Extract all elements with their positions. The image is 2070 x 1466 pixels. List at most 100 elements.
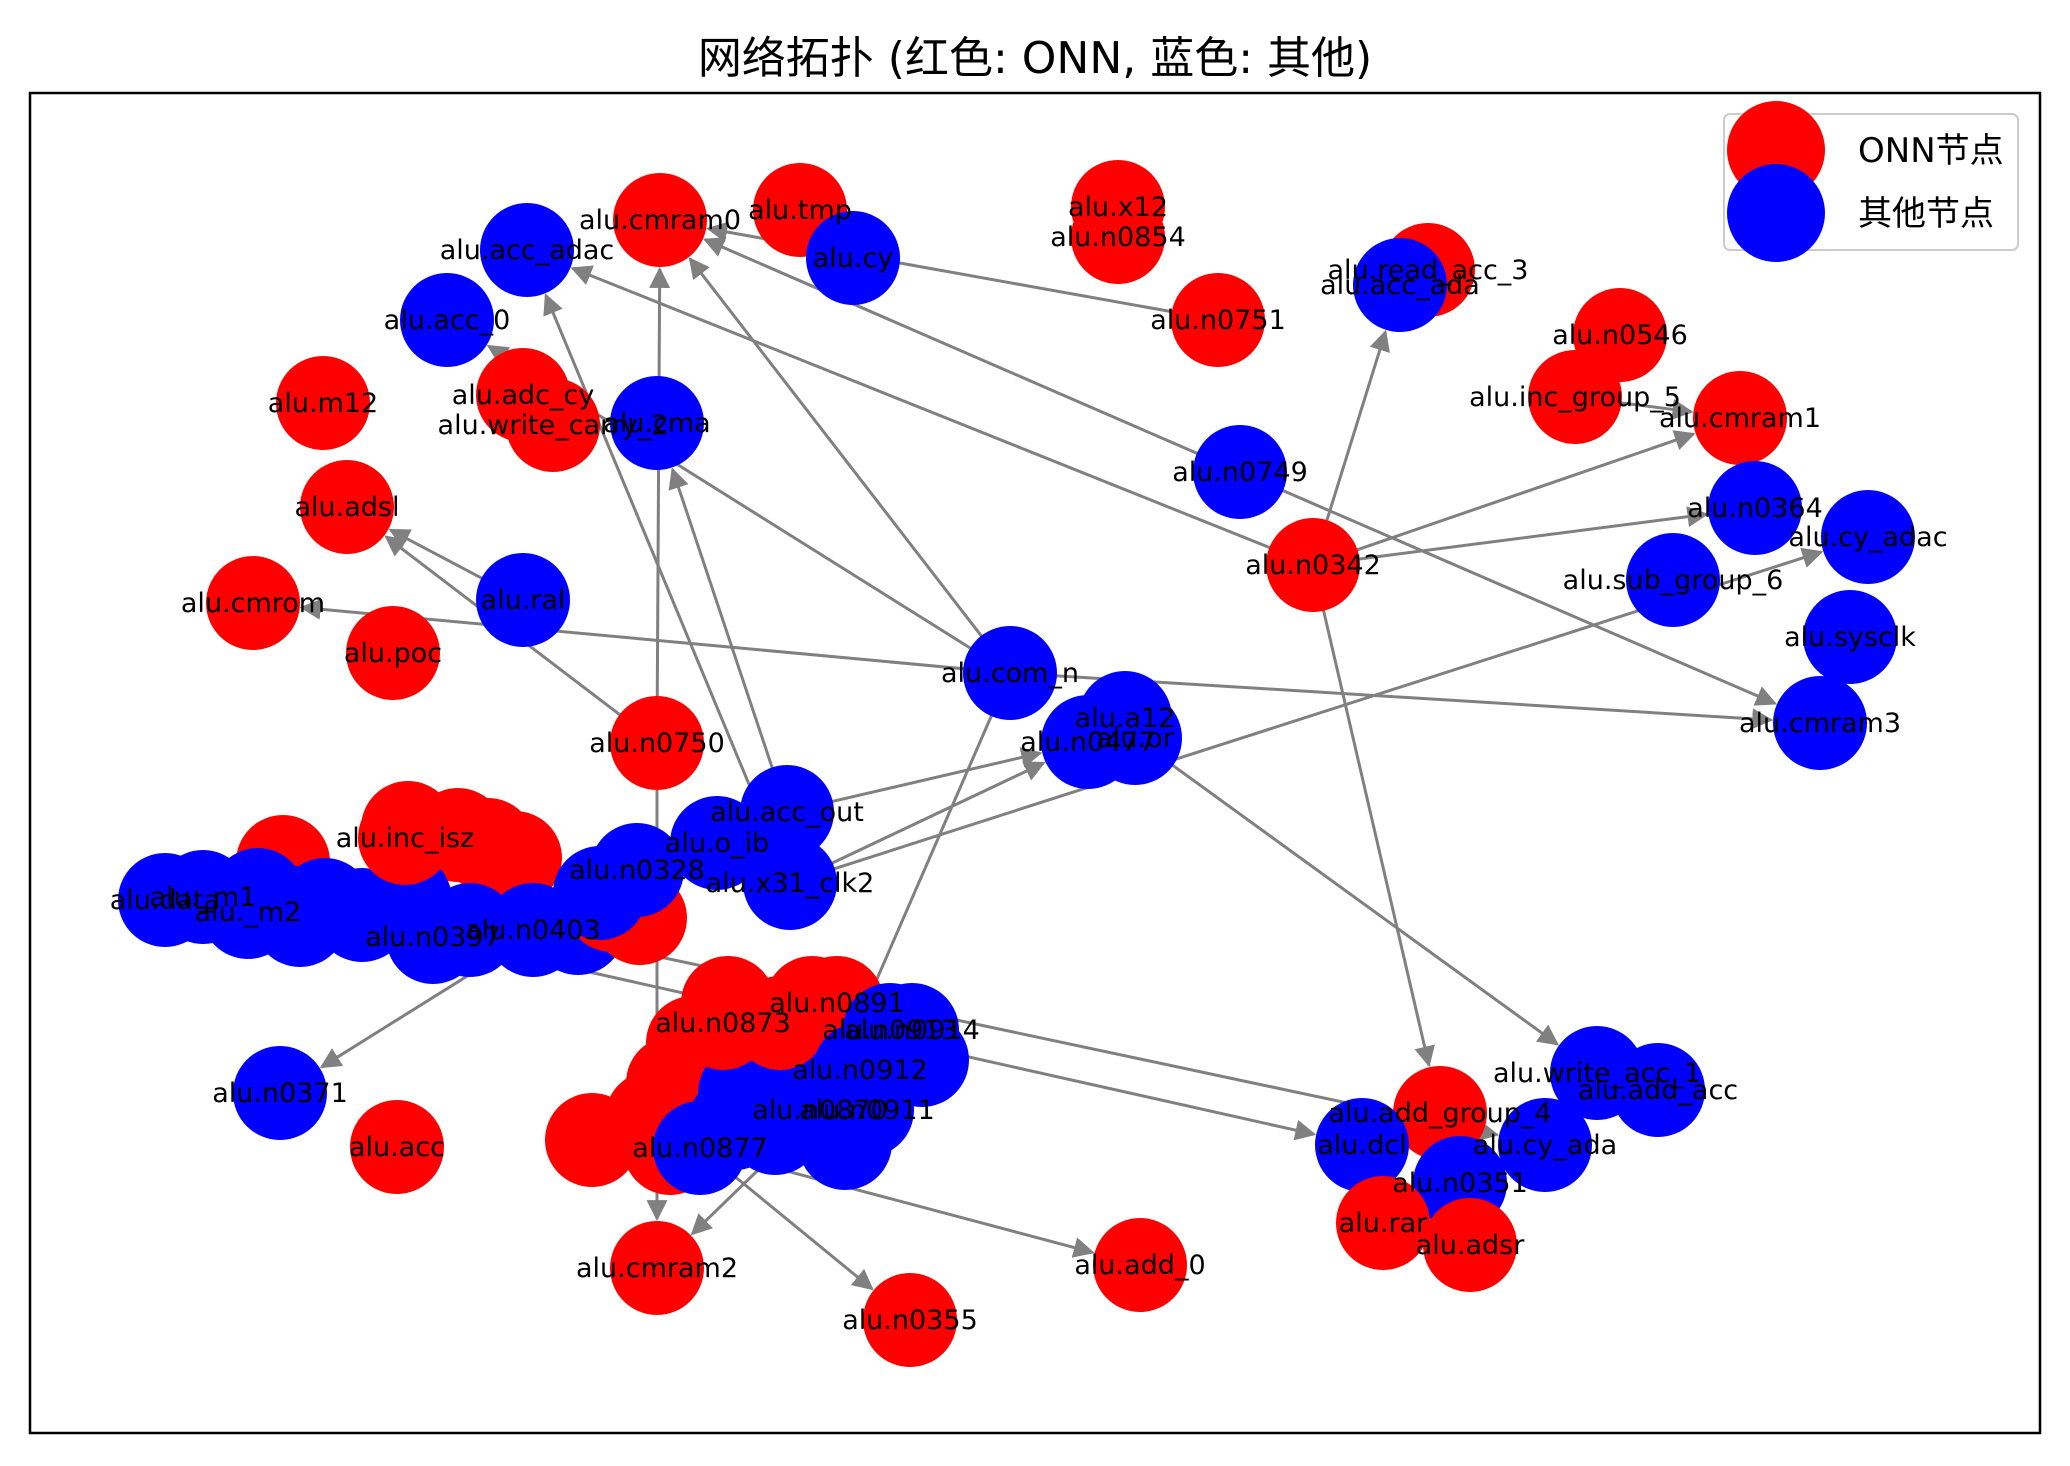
graph-edge [1277, 486, 1777, 706]
graph-edge [739, 1157, 1095, 1258]
graph-node [276, 356, 370, 450]
graph-node [590, 823, 684, 917]
graph-node [346, 606, 440, 700]
graph-node-label: alu.cy_adac [1788, 522, 1947, 553]
graph-node [201, 865, 295, 959]
graph-node-label: alu.cy_ada [1473, 1130, 1617, 1161]
legend-label-onn: ONN节点 [1858, 131, 2004, 171]
graph-node-label: alu.x31_clk2 [706, 868, 875, 899]
graph-node-label: alu.acc_0 [384, 305, 511, 336]
graph-node [1071, 190, 1165, 284]
graph-node [480, 203, 574, 297]
graph-node [400, 273, 494, 367]
graph-node-label: alu.inc_isz [336, 823, 474, 854]
graph-node-label: alu.add_group_4 [1328, 1098, 1551, 1129]
graph-edge [703, 237, 1203, 458]
graph-node-label: alu.dcl [1317, 1130, 1406, 1161]
graph-node-label: alu.n0750 [589, 728, 725, 759]
graph-node-label: alu.cy [813, 243, 894, 274]
graph-node-label: alu.adc_cy [452, 380, 595, 411]
graph-node-label: alu.inc_group_5 [1469, 382, 1681, 413]
graph-edge [688, 257, 987, 642]
graph-node-label: alu.n0873 [655, 1008, 791, 1039]
graph-node [743, 836, 837, 930]
graph-node [863, 1273, 957, 1367]
graph-node-label: alu.n0870 [752, 1095, 888, 1126]
legend: ONN节点 其他节点 [1723, 101, 2019, 262]
graph-node-label: alu.n0355 [842, 1305, 978, 1336]
graph-node-label: alu._m1 [150, 882, 257, 913]
graph-node-label: alu.write_acc_1 [1493, 1058, 1701, 1089]
graph-node [1498, 1098, 1592, 1192]
graph-node-label: alu.n0751 [1150, 305, 1286, 336]
graph-node [1611, 1043, 1705, 1137]
graph-node-label: alu.m12 [268, 388, 378, 419]
graph-node [118, 853, 212, 947]
legend-marker-other [1727, 164, 1825, 262]
graph-edge [388, 528, 488, 583]
plot-frame [28, 91, 2042, 1435]
graph-node [1093, 1218, 1187, 1312]
graph-node-label: alu.acc_ada [1320, 270, 1480, 301]
nodes-layer [118, 160, 1915, 1367]
graph-node [1193, 425, 1287, 519]
graph-node-label: alu.or [1096, 723, 1174, 754]
graph-node [1803, 590, 1897, 684]
graph-node-label: alu.acc_adac [440, 235, 615, 266]
graph-node-label: alu.tmp [748, 195, 852, 226]
graph-node-label: alu.cmram1 [1659, 403, 1821, 434]
graph-edge [1050, 674, 1774, 730]
graph-node-label: alu.adsr [1416, 1230, 1525, 1261]
graph-node-label: alu.acc [349, 1132, 445, 1163]
graph-node-label: alu.n0477 [1020, 727, 1156, 758]
graph-node-label: alu.n0913 [822, 1015, 958, 1046]
graph-node-label: alu.n0749 [1172, 457, 1308, 488]
graph-node-label: alu.add_acc [1578, 1075, 1738, 1106]
graph-node-label: alu.sub_group_6 [1563, 565, 1784, 596]
graph-node-label: alu.n0364 [1687, 493, 1823, 524]
graph-edge [1615, 399, 1694, 420]
graph-node-label: alu.n0877 [632, 1133, 768, 1164]
graph-node [233, 1046, 327, 1140]
graph-node-cluster [545, 1093, 639, 1187]
graph-node-label: alu.a12 [1075, 703, 1176, 734]
graph-node-label: alu.x12 [1068, 192, 1168, 223]
graph-node [1708, 461, 1802, 555]
graph-edge [1167, 760, 1560, 1046]
graph-node-label: alu.n0371 [212, 1078, 348, 1109]
graph-edge [570, 265, 1276, 552]
graph-node-label: alu.write_carry_2 [438, 410, 669, 441]
graph-node-label: alu.n0914 [844, 1015, 980, 1046]
graph-node-label: alu.n0854 [1050, 222, 1186, 253]
graph-node [1088, 691, 1182, 785]
graph-node [1353, 238, 1447, 332]
graph-node-label: alu.n0342 [1245, 550, 1381, 581]
graph-node [820, 1063, 914, 1157]
graph-node [670, 796, 764, 890]
graph-edge [1323, 329, 1390, 527]
graph-node [676, 976, 770, 1070]
graph-edge [1351, 430, 1696, 554]
graph-node-label: alu.n0403 [465, 915, 601, 946]
graph-node [1423, 1198, 1517, 1292]
graph-node [653, 1101, 747, 1195]
graph-node-label: alu.n0351 [1392, 1168, 1528, 1199]
chart-title: 网络拓扑 (红色: ONN, 蓝色: 其他) [697, 33, 1373, 84]
graph-node-label: alu.cmrom [181, 588, 325, 619]
graph-node-label: alu.n0911 [799, 1095, 935, 1126]
graph-node-label: alu.n0328 [569, 855, 705, 886]
graph-node [806, 211, 900, 305]
graph-edge [826, 747, 1043, 805]
graph-node [610, 696, 704, 790]
graph-node [1626, 533, 1720, 627]
labels-layer: alu.cmram0 alu.tmp alu.cy alu.acc_adac alu.a… [110, 192, 1948, 1336]
graph-node [476, 553, 570, 647]
graph-node [486, 883, 580, 977]
graph-node-label: alu.n0891 [769, 988, 905, 1019]
graph-node-label: alu.add_0 [1074, 1250, 1205, 1281]
graph-edge [668, 467, 776, 774]
graph-node-label: alu.n0397 [365, 922, 501, 953]
legend-label-other: 其他节点 [1858, 194, 1994, 234]
graph-node [358, 791, 452, 885]
